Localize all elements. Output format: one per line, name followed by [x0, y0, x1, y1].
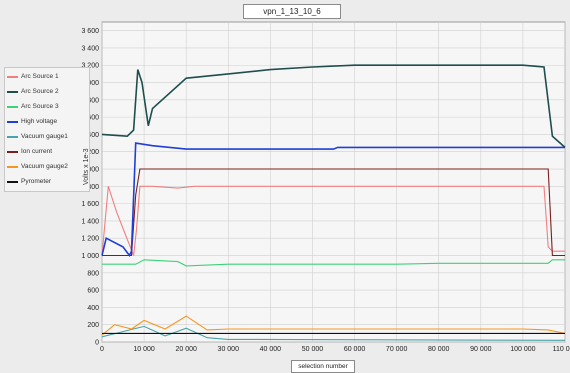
legend: Arc Source 1 Arc Source 2 Arc Source 3 High… [4, 67, 90, 192]
y-tick-label: 200 [87, 322, 99, 329]
series-layer [101, 64, 566, 341]
y-tick-label: 800 [87, 270, 99, 277]
legend-swatch [7, 121, 18, 123]
y-tick-label: 0 [95, 340, 99, 347]
y-tick-label: 2 800 [81, 97, 99, 104]
y-tick-label: 2 400 [81, 132, 99, 139]
x-tick-label: 20 000 [175, 346, 197, 353]
legend-swatch [7, 91, 18, 93]
x-tick-label: 90 000 [470, 346, 492, 353]
legend-label: Vacuum gauge2 [21, 163, 68, 170]
y-tick-label: 1 000 [81, 253, 99, 260]
y-tick-label: 600 [87, 288, 99, 295]
x-tick-label: 10 000 [133, 346, 155, 353]
y-tick-label: 3 000 [81, 80, 99, 87]
legend-label: Vacuum gauge1 [21, 133, 68, 140]
series-line-vacuum-gauge2 [101, 315, 566, 336]
legend-swatch [7, 181, 18, 183]
series-line-arc-source-3 [102, 259, 565, 267]
y-tick-label: 2 200 [81, 149, 99, 156]
legend-label: Arc Source 3 [21, 103, 59, 110]
legend-item-arc-source-1: Arc Source 1 [7, 70, 89, 83]
x-tick-label: 50 000 [302, 346, 324, 353]
legend-label: Pyrometer [21, 178, 51, 185]
legend-item-arc-source-2: Arc Source 2 [7, 85, 89, 98]
y-tick-label: 1 600 [81, 201, 99, 208]
y-tick-label: 1 800 [81, 184, 99, 191]
x-tick-label: 110 000 [553, 346, 570, 353]
series-line-vacuum-gauge1 [101, 325, 566, 341]
x-tick-label: 60 000 [344, 346, 366, 353]
chart-title: vpn_1_13_10_6 [243, 4, 341, 19]
x-tick-label: 40 000 [260, 346, 282, 353]
x-tick-label: 0 [100, 346, 104, 353]
legend-swatch [7, 106, 18, 108]
tick-layer: 0 200 400 600 800 1 000 1 200 1 400 1 600 1 800 2 … [81, 28, 570, 353]
legend-label: Arc Source 1 [21, 73, 59, 80]
legend-item-arc-source-3: Arc Source 3 [7, 100, 89, 113]
y-axis-label: Volts x 1e-3 [83, 148, 90, 185]
legend-swatch [7, 136, 18, 138]
x-tick-label: 100 000 [510, 346, 535, 353]
series-line-ion-current [102, 168, 565, 257]
y-tick-label: 400 [87, 305, 99, 312]
legend-label: Ion current [21, 148, 53, 155]
legend-label: High voltage [21, 118, 58, 125]
legend-item-ion-current: Ion current [7, 145, 89, 158]
legend-swatch [7, 166, 18, 168]
y-tick-label: 3 400 [81, 45, 99, 52]
legend-item-vacuum-gauge1: Vacuum gauge1 [7, 130, 89, 143]
x-tick-label: 30 000 [218, 346, 240, 353]
series-line-arc-source-1 [101, 185, 565, 256]
y-tick-label: 2 000 [81, 167, 99, 174]
y-tick-label: 1 200 [81, 236, 99, 243]
x-tick-label: 80 000 [428, 346, 450, 353]
x-tick-label: 70 000 [386, 346, 408, 353]
y-tick-label: 3 600 [81, 28, 99, 35]
legend-swatch [7, 76, 18, 78]
plot-area [101, 21, 566, 343]
x-axis-label: selection number [291, 360, 355, 373]
legend-swatch [7, 151, 18, 153]
legend-label: Arc Source 2 [21, 88, 59, 95]
y-tick-label: 3 200 [81, 63, 99, 70]
legend-item-pyrometer: Pyrometer [7, 175, 89, 188]
series-line-arc-source-2 [101, 64, 566, 148]
legend-item-high-voltage: High voltage [7, 115, 89, 128]
legend-item-vacuum-gauge2: Vacuum gauge2 [7, 160, 89, 173]
y-tick-label: 1 400 [81, 218, 99, 225]
series-line-high-voltage [101, 142, 565, 258]
y-tick-label: 2 600 [81, 115, 99, 122]
